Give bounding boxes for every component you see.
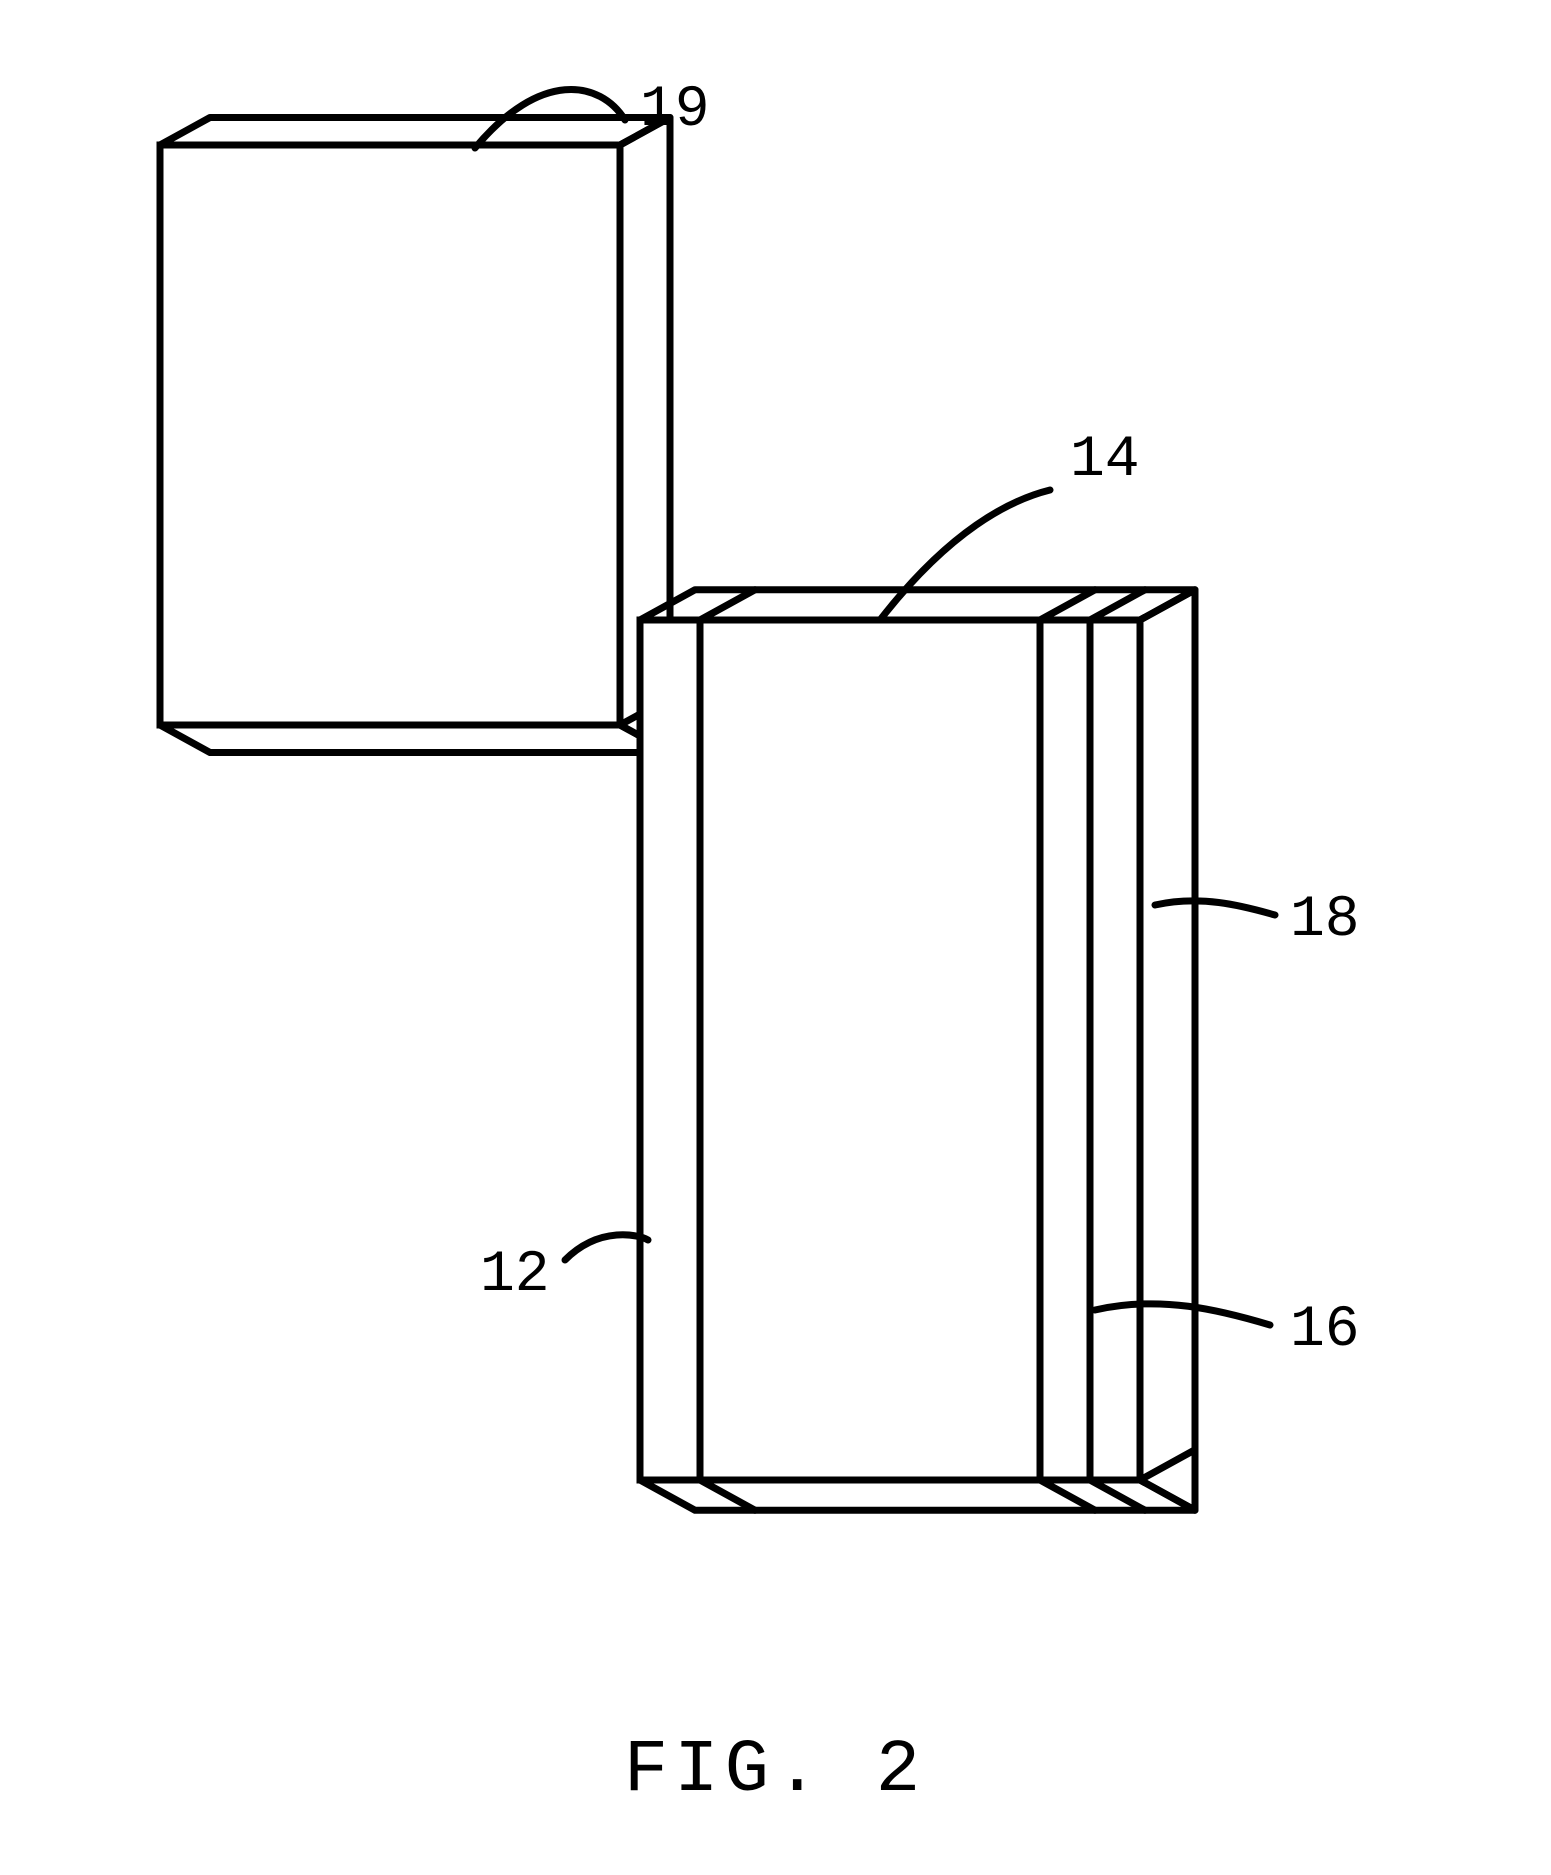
label-16: 16 bbox=[1290, 1298, 1360, 1363]
label-14: 14 bbox=[1070, 428, 1140, 493]
block-19 bbox=[160, 89, 670, 752]
label-18: 18 bbox=[1290, 888, 1360, 953]
label-19: 19 bbox=[640, 78, 710, 143]
label-12: 12 bbox=[480, 1243, 550, 1308]
block-main bbox=[565, 490, 1275, 1510]
figure-caption: FIG. 2 bbox=[624, 1729, 926, 1813]
